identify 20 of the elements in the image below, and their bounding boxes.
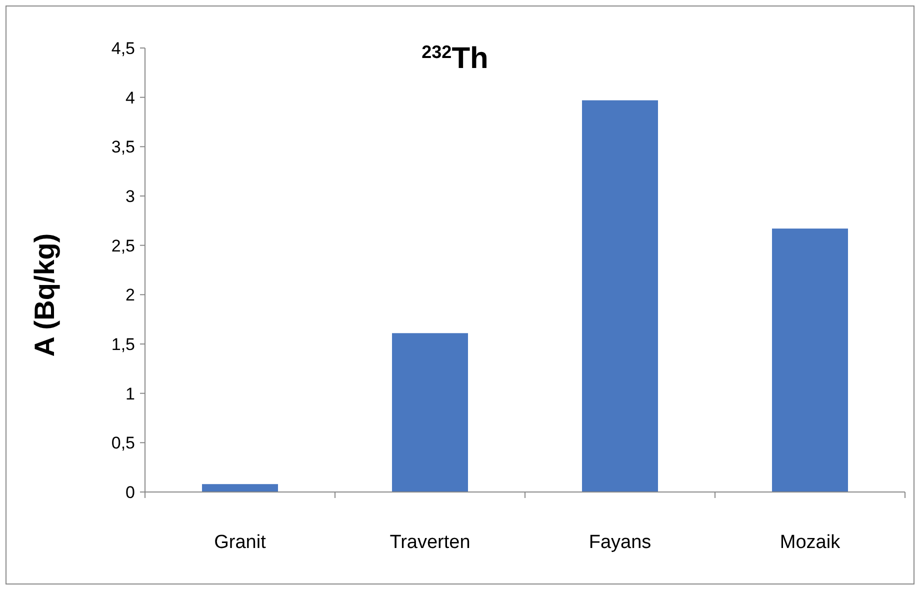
bar — [772, 228, 848, 492]
x-tick-label: Mozaik — [780, 532, 841, 553]
y-tick-label: 3 — [126, 186, 135, 206]
y-tick-label: 3,5 — [111, 138, 135, 157]
y-tick-label: 0 — [126, 482, 135, 502]
y-tick-label: 2,5 — [111, 236, 135, 256]
y-tick-label: 4,5 — [111, 38, 135, 58]
y-tick-label: 4 — [126, 88, 135, 108]
y-tick-label: 1,5 — [111, 334, 135, 354]
x-tick-label: Fayans — [588, 532, 652, 553]
y-tick-label: 1 — [126, 384, 135, 404]
y-tick-label: 2 — [126, 286, 135, 305]
bar — [202, 484, 278, 492]
x-tick-label: Traverten — [390, 532, 470, 553]
x-tick-label: Granit — [214, 532, 267, 553]
y-axis-title: A (Bq/kg) — [29, 233, 60, 357]
bar — [582, 100, 658, 492]
bar — [392, 333, 468, 492]
chart-title: $^{232}$Th — [422, 42, 488, 75]
y-tick-label: 0,5 — [111, 434, 135, 453]
